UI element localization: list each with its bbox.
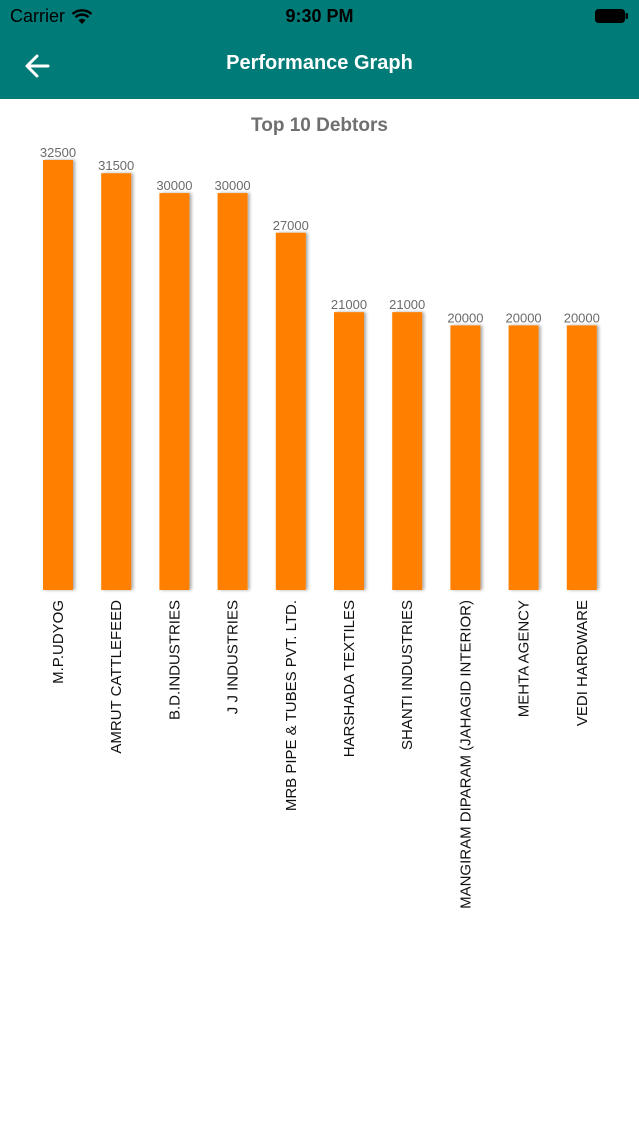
category-label-4: J J INDUSTRIES	[225, 600, 242, 714]
bar-7	[392, 312, 423, 590]
value-label-5: 27000	[273, 218, 309, 233]
value-label-2: 31500	[98, 158, 134, 173]
value-label-7: 21000	[389, 297, 425, 312]
bar-10	[566, 325, 597, 590]
bar-chart: Top 10 Debtors 32500 M.P.UDYOG 31500 AMRUT …	[40, 115, 600, 909]
battery-icon	[595, 9, 628, 23]
chart-title: Top 10 Debtors	[251, 115, 388, 136]
arrow-left-icon	[25, 54, 50, 78]
category-label-1: M.P.UDYOG	[50, 600, 67, 684]
bar-4	[217, 193, 248, 591]
value-label-3: 30000	[156, 178, 192, 193]
bar-6	[334, 312, 364, 590]
category-label-7: SHANTI INDUSTRIES	[399, 600, 416, 750]
wifi-icon	[71, 8, 93, 24]
carrier-label: Carrier	[10, 6, 66, 26]
back-button[interactable]	[18, 48, 58, 84]
bar-5	[275, 232, 306, 590]
status-bar: Carrier 9:30 PM	[0, 0, 639, 34]
bar-2	[101, 173, 132, 590]
page-title: Performance Graph	[226, 52, 413, 74]
carrier-group: Carrier	[10, 6, 93, 27]
value-label-1: 32500	[40, 145, 76, 160]
value-label-8: 20000	[447, 310, 483, 325]
category-label-2: AMRUT CATTLEFEED	[108, 600, 125, 754]
category-label-9: MEHTA AGENCY	[516, 600, 533, 717]
value-label-6: 21000	[331, 297, 367, 312]
navigation-bar: Performance Graph	[0, 34, 639, 99]
status-time: 9:30 PM	[285, 6, 354, 26]
value-label-4: 30000	[215, 178, 251, 193]
value-label-9: 20000	[506, 310, 542, 325]
category-label-3: B.D.INDUSTRIES	[166, 600, 183, 720]
bar-8	[450, 325, 481, 590]
bar-1	[43, 160, 73, 590]
category-label-8: MANGIRAM DIPARAM (JAHAGID INTERIOR)	[457, 600, 474, 909]
value-label-10: 20000	[564, 310, 600, 325]
bar-3	[159, 193, 190, 591]
category-label-5: MRB PIPE & TUBES PVT. LTD.	[283, 600, 300, 811]
category-label-10: VEDI HARDWARE	[574, 600, 591, 726]
bar-9	[508, 325, 539, 590]
category-label-6: HARSHADA TEXTILES	[341, 600, 358, 757]
